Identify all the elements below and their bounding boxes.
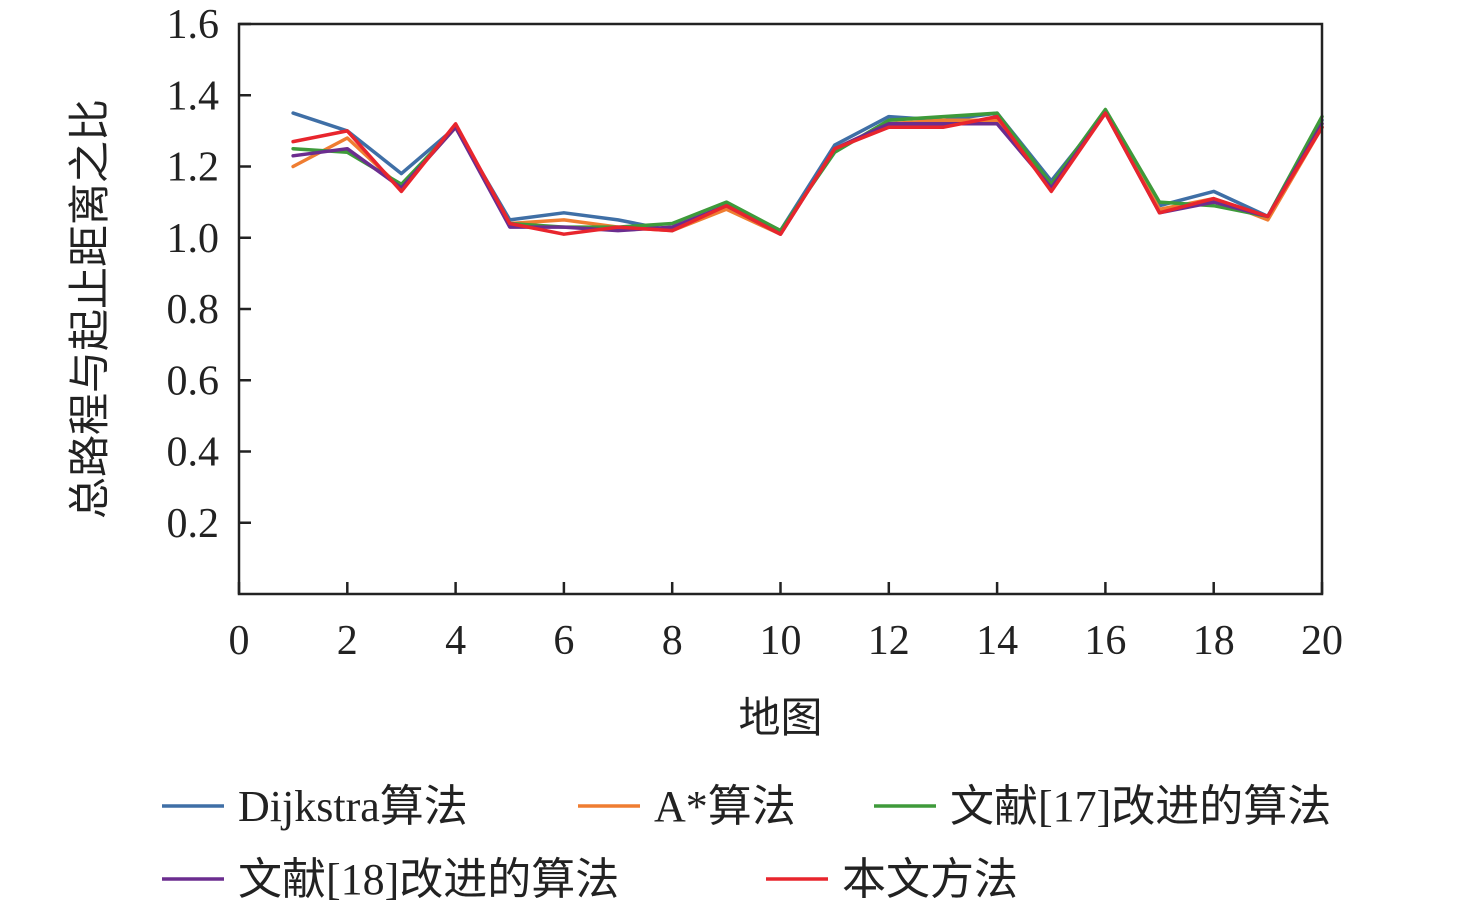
x-tick-label: 12 <box>868 618 910 664</box>
legend-label: 文献[18]改进的算法 <box>238 855 619 904</box>
y-tick-label: 0.6 <box>167 358 220 404</box>
x-tick-label: 0 <box>229 618 250 664</box>
y-tick-label: 0.2 <box>167 501 220 547</box>
series-line-5 <box>291 111 1324 236</box>
y-tick-label: 1.0 <box>167 216 220 262</box>
x-tick-label: 20 <box>1301 618 1343 664</box>
legend-label: 文献[17]改进的算法 <box>950 782 1331 831</box>
legend-item-5: 本文方法 <box>766 855 1018 904</box>
legend-item-2: A*算法 <box>578 782 796 831</box>
y-tick-label: 1.2 <box>167 145 220 191</box>
legend-item-3: 文献[17]改进的算法 <box>874 782 1331 831</box>
x-tick-label: 8 <box>662 618 683 664</box>
x-tick-label: 2 <box>337 618 358 664</box>
legend-label: 本文方法 <box>842 855 1018 904</box>
x-tick-label: 4 <box>445 618 466 664</box>
series-line-1 <box>291 111 1324 233</box>
x-tick-label: 6 <box>553 618 574 664</box>
axis-ticks <box>237 22 1324 594</box>
x-tick-label: 18 <box>1193 618 1235 664</box>
x-tick-label: 16 <box>1084 618 1126 664</box>
y-tick-label: 0.4 <box>167 430 220 476</box>
legend-item-4: 文献[18]改进的算法 <box>162 855 619 904</box>
axis-tick-labels: 0 2 4 6 8 10 12 14 16 18 20 0.2 0.4 0.6 0.8 1.0 1.2 1.4 1.… <box>167 2 1344 664</box>
legend-label: A*算法 <box>654 782 796 831</box>
y-axis-title: 总路程与起止距离之比 <box>65 99 114 519</box>
legend-item-1: Dijkstra算法 <box>162 782 468 831</box>
plot-frame <box>237 22 1324 596</box>
series-lines <box>291 107 1324 236</box>
y-tick-label: 1.6 <box>167 2 220 48</box>
x-tick-label: 10 <box>760 618 802 664</box>
x-tick-label: 14 <box>976 618 1018 664</box>
legend-label: Dijkstra算法 <box>238 782 468 831</box>
y-tick-label: 1.4 <box>167 73 220 119</box>
y-tick-label: 0.8 <box>167 287 220 333</box>
x-axis-title: 地图 <box>738 693 822 742</box>
